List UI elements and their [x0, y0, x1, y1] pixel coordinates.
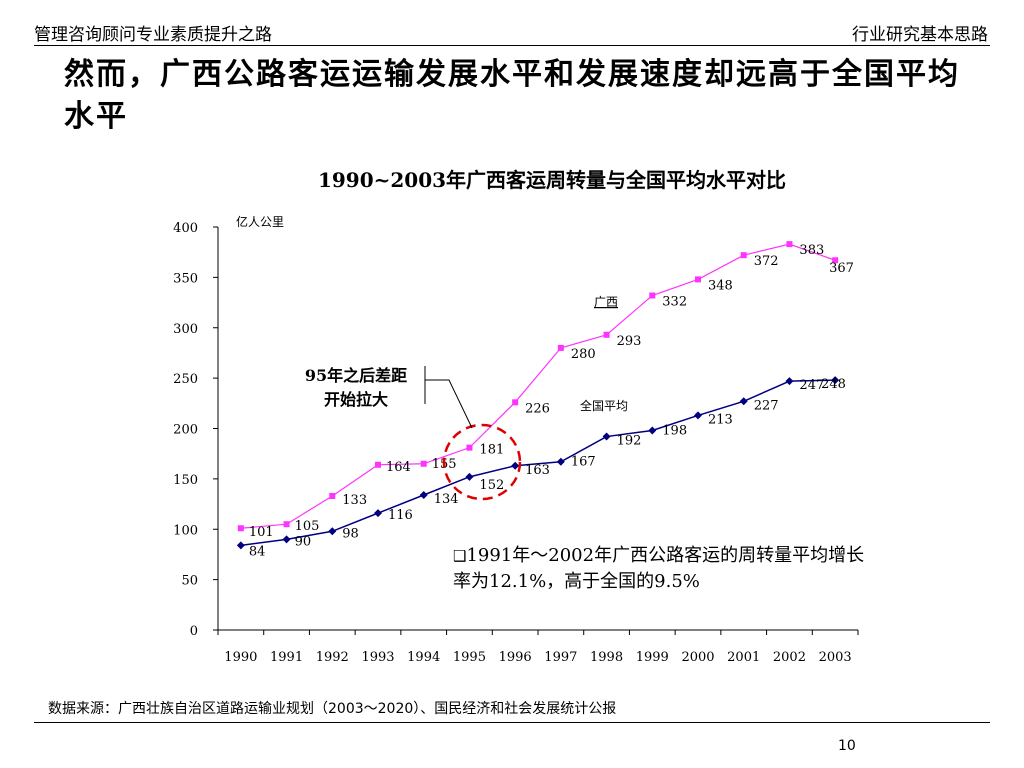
x-tick-label: 2000 [681, 650, 714, 665]
x-tick-label: 1997 [544, 650, 577, 665]
x-tick-label: 2002 [773, 650, 806, 665]
national-point [282, 535, 291, 544]
header-divider [34, 45, 990, 46]
y-tick-label: 50 [181, 574, 198, 589]
series-label-national: 全国平均 [580, 398, 628, 413]
guangxi-data-label: 372 [754, 254, 779, 269]
guangxi-point [832, 257, 839, 264]
header-right-text: 行业研究基本思路 [852, 25, 988, 45]
y-tick-label: 0 [190, 624, 198, 639]
national-point [465, 472, 474, 481]
national-point [648, 426, 657, 435]
data-source: 数据来源：广西壮族自治区道路运输业规划（2003～2020）、国民经济和社会发展… [48, 701, 617, 717]
callout-text: 95年之后差距开始拉大 [304, 366, 408, 409]
x-tick-label: 1992 [316, 650, 349, 665]
page-number: 10 [838, 738, 856, 754]
guangxi-data-label: 367 [829, 261, 854, 276]
national-point [236, 541, 245, 550]
callout-leader-line [425, 379, 473, 429]
highlight-circle [442, 423, 522, 501]
national-data-label: 248 [821, 377, 846, 392]
national-point [694, 411, 702, 420]
x-tick-label: 1995 [453, 650, 486, 665]
guangxi-point [420, 460, 427, 467]
guangxi-point [695, 276, 701, 283]
checkbox-bullet-icon: ❑ [453, 547, 467, 565]
chart-title: 1990~2003年广西客运周转量与全国平均水平对比 [317, 168, 787, 192]
guangxi-data-label: 293 [617, 334, 642, 349]
guangxi-point [329, 493, 336, 500]
slide-title: 然而，广西公路客运运输发展水平和发展速度却远高于全国平均水平 [64, 57, 960, 134]
national-data-label: 163 [525, 463, 550, 478]
guangxi-point [603, 331, 610, 338]
national-data-label: 134 [434, 492, 459, 507]
x-tick-label: 1999 [636, 650, 669, 665]
guangxi-data-label: 181 [479, 443, 504, 458]
y-tick-label: 150 [173, 473, 198, 488]
footer-divider [34, 722, 990, 723]
y-tick-label: 200 [173, 423, 198, 438]
guangxi-point [375, 461, 381, 468]
national-data-label: 116 [388, 508, 413, 523]
x-tick-label: 2003 [819, 650, 852, 665]
national-data-label: 152 [479, 478, 504, 493]
national-point [328, 527, 337, 536]
guangxi-data-label: 226 [525, 401, 550, 416]
national-data-label: 84 [249, 544, 266, 559]
x-tick-label: 2001 [727, 650, 760, 665]
national-data-label: 213 [708, 412, 733, 427]
national-data-label: 167 [571, 455, 596, 470]
y-tick-label: 100 [173, 523, 198, 538]
national-data-label: 247 [799, 378, 824, 393]
growth-note-text: 1991年～2002年广西公路客运的周转量平均增长率为12.1%，高于全国的9.… [453, 545, 865, 592]
national-point [556, 457, 565, 466]
series-label-guangxi: 广西 [594, 295, 618, 309]
y-tick-label: 350 [173, 271, 198, 286]
national-data-label: 98 [342, 526, 359, 541]
x-tick-label: 1998 [590, 650, 623, 665]
guangxi-point [557, 344, 564, 351]
guangxi-point [466, 444, 473, 451]
y-tick-label: 300 [173, 322, 198, 337]
guangxi-point [649, 292, 656, 299]
series-line-guangxi [240, 243, 836, 529]
guangxi-point [740, 252, 747, 259]
y-tick-label: 400 [173, 221, 198, 236]
x-tick-label: 1990 [224, 650, 257, 665]
national-point [602, 432, 611, 441]
national-data-label: 192 [617, 434, 642, 449]
national-data-label: 198 [662, 424, 687, 439]
guangxi-point [283, 521, 290, 528]
national-point [831, 376, 840, 385]
guangxi-point [786, 241, 793, 248]
guangxi-point [512, 399, 519, 406]
x-tick-label: 1994 [407, 650, 440, 665]
x-tick-label: 1996 [499, 650, 532, 665]
x-tick-label: 1991 [270, 650, 303, 665]
y-tick-label: 250 [173, 372, 198, 387]
guangxi-data-label: 105 [295, 519, 320, 534]
guangxi-point [237, 525, 244, 532]
guangxi-data-label: 332 [662, 295, 687, 310]
national-point [739, 397, 748, 406]
guangxi-data-label: 348 [708, 278, 733, 293]
guangxi-data-label: 383 [799, 243, 824, 258]
national-point [419, 490, 428, 499]
header-left-text: 管理咨询顾问专业素质提升之路 [34, 25, 272, 45]
series-line-national [240, 379, 836, 547]
guangxi-data-label: 280 [571, 347, 596, 362]
guangxi-data-label: 101 [249, 525, 274, 540]
national-point [374, 509, 382, 518]
y-axis-label: 亿人公里 [236, 214, 284, 229]
national-data-label: 227 [754, 398, 779, 413]
growth-note: ❑1991年～2002年广西公路客运的周转量平均增长率为12.1%，高于全国的9… [453, 543, 873, 595]
national-point [785, 377, 794, 386]
guangxi-data-label: 133 [342, 493, 367, 508]
x-tick-label: 1993 [361, 650, 394, 665]
national-point [511, 461, 520, 470]
guangxi-data-label: 164 [386, 460, 411, 475]
national-data-label: 90 [295, 534, 312, 549]
